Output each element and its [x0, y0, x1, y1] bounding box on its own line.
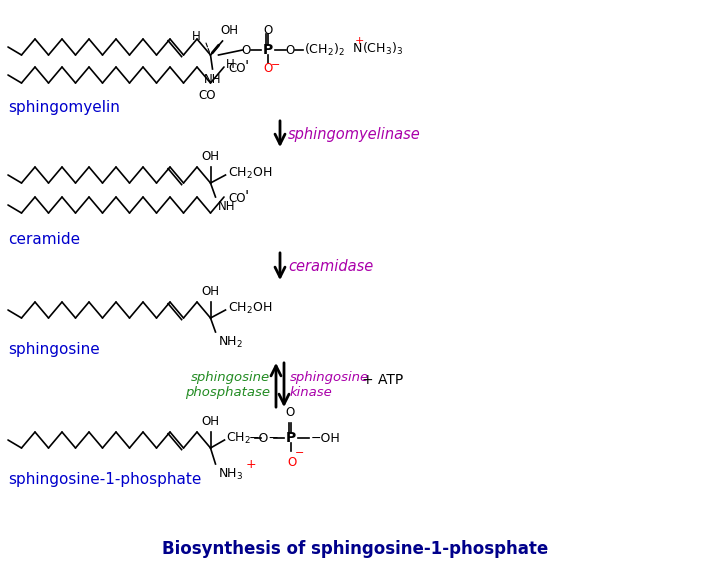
- Text: O: O: [263, 24, 272, 36]
- Text: −OH: −OH: [310, 431, 340, 445]
- Text: −: −: [271, 60, 280, 70]
- Text: OH: OH: [221, 24, 239, 36]
- Text: sphingomyelin: sphingomyelin: [8, 100, 120, 115]
- Text: sphingosine-1-phosphate: sphingosine-1-phosphate: [8, 472, 202, 487]
- Text: (CH$_3$)$_3$: (CH$_3$)$_3$: [361, 41, 403, 57]
- Text: CO: CO: [199, 89, 217, 102]
- Text: OH: OH: [202, 415, 219, 428]
- Text: O: O: [241, 44, 250, 56]
- Text: +: +: [355, 36, 364, 46]
- Text: +: +: [246, 457, 256, 471]
- Text: NH$_3$: NH$_3$: [217, 467, 243, 482]
- Text: NH: NH: [217, 200, 235, 213]
- Text: (CH$_2$)$_2$: (CH$_2$)$_2$: [305, 42, 345, 58]
- Text: −O−: −O−: [249, 431, 280, 445]
- Text: CO: CO: [228, 63, 246, 75]
- Text: sphingosine
kinase: sphingosine kinase: [290, 371, 369, 399]
- Text: O: O: [287, 456, 296, 469]
- Text: ': ': [244, 190, 248, 204]
- Text: H: H: [226, 59, 234, 71]
- Text: CO: CO: [228, 192, 246, 206]
- Text: OH: OH: [202, 150, 219, 163]
- Text: P: P: [285, 431, 295, 445]
- Text: NH$_2$: NH$_2$: [217, 335, 243, 350]
- Text: ': ': [244, 59, 248, 74]
- Text: H: H: [192, 31, 200, 44]
- Text: O: O: [285, 44, 294, 56]
- Text: Biosynthesis of sphingosine-1-phosphate: Biosynthesis of sphingosine-1-phosphate: [162, 540, 548, 558]
- Text: ceramidase: ceramidase: [288, 259, 373, 274]
- Text: O: O: [264, 62, 273, 74]
- Text: N: N: [352, 43, 362, 55]
- Text: NH: NH: [204, 73, 222, 86]
- Text: sphingosine
phosphatase: sphingosine phosphatase: [185, 371, 270, 399]
- Text: + ATP: + ATP: [362, 373, 403, 387]
- Text: ceramide: ceramide: [8, 232, 80, 247]
- Text: −: −: [295, 448, 304, 458]
- Text: P: P: [263, 43, 273, 57]
- Text: OH: OH: [202, 285, 219, 298]
- Text: CH$_2$OH: CH$_2$OH: [227, 301, 272, 316]
- Text: sphingosine: sphingosine: [8, 342, 99, 357]
- Text: CH$_2$: CH$_2$: [226, 430, 251, 446]
- Text: O: O: [285, 406, 294, 419]
- Text: sphingomyelinase: sphingomyelinase: [288, 127, 421, 142]
- Text: CH$_2$OH: CH$_2$OH: [227, 165, 272, 180]
